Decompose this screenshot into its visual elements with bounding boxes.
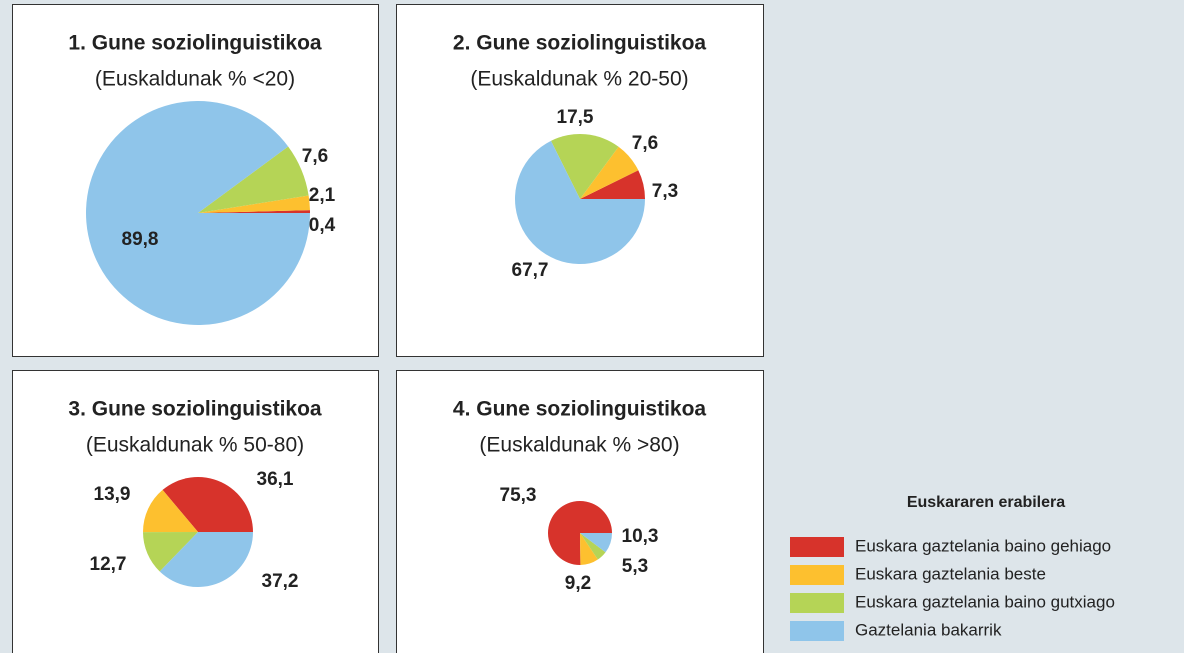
legend-label: Gaztelania bakarrik bbox=[855, 620, 1002, 639]
chart-subtitle: (Euskaldunak % 20-50) bbox=[470, 68, 688, 91]
value-label: 36,1 bbox=[257, 469, 294, 490]
chart-subtitle: (Euskaldunak % >80) bbox=[479, 434, 679, 457]
value-label: 75,3 bbox=[500, 485, 537, 506]
value-label: 10,3 bbox=[622, 526, 659, 547]
pie-slice bbox=[550, 134, 619, 199]
value-label: 7,3 bbox=[652, 181, 678, 202]
pie-slice bbox=[580, 170, 645, 199]
legend-label: Euskara gaztelania beste bbox=[855, 564, 1046, 583]
value-label: 67,7 bbox=[512, 260, 549, 281]
chart-subtitle: (Euskaldunak % <20) bbox=[95, 68, 295, 91]
pie-slice bbox=[143, 489, 198, 533]
pie-slice bbox=[143, 532, 198, 572]
legend-swatch bbox=[790, 621, 844, 641]
legend-title: Euskararen erabilera bbox=[907, 494, 1065, 511]
chart-subtitle: (Euskaldunak % 50-80) bbox=[86, 434, 304, 457]
value-label: 5,3 bbox=[622, 556, 648, 577]
pie-slice bbox=[580, 533, 612, 553]
legend-swatch bbox=[790, 537, 844, 557]
chart-title: 2. Gune soziolinguistikoa bbox=[453, 32, 707, 55]
value-label: 7,6 bbox=[302, 146, 328, 167]
pie-slice bbox=[198, 195, 310, 213]
value-label: 17,5 bbox=[557, 107, 594, 128]
chart-title: 1. Gune soziolinguistikoa bbox=[68, 32, 322, 55]
pie-slice bbox=[198, 210, 310, 213]
pie-slice bbox=[162, 476, 253, 532]
value-label: 2,1 bbox=[309, 185, 336, 206]
chart-title: 3. Gune soziolinguistikoa bbox=[68, 398, 322, 421]
value-label: 7,6 bbox=[632, 133, 658, 154]
legend-swatch bbox=[790, 593, 844, 613]
pie-slice bbox=[580, 533, 598, 565]
value-label: 37,2 bbox=[262, 571, 299, 592]
legend-label: Euskara gaztelania baino gutxiago bbox=[855, 592, 1115, 611]
pie-slice bbox=[514, 140, 645, 264]
pie-slice bbox=[159, 532, 253, 587]
pie-slice bbox=[86, 101, 311, 326]
legend-swatch bbox=[790, 565, 844, 585]
pie-slice bbox=[580, 146, 639, 199]
value-label: 13,9 bbox=[94, 484, 131, 505]
value-label: 9,2 bbox=[565, 573, 591, 594]
value-label: 0,4 bbox=[309, 215, 336, 236]
pie-slice bbox=[198, 146, 309, 213]
value-label: 89,8 bbox=[122, 229, 159, 250]
chart-title: 4. Gune soziolinguistikoa bbox=[453, 398, 707, 421]
legend-label: Euskara gaztelania baino gehiago bbox=[855, 536, 1111, 555]
value-label: 12,7 bbox=[90, 554, 127, 575]
pie-slice bbox=[580, 533, 606, 560]
